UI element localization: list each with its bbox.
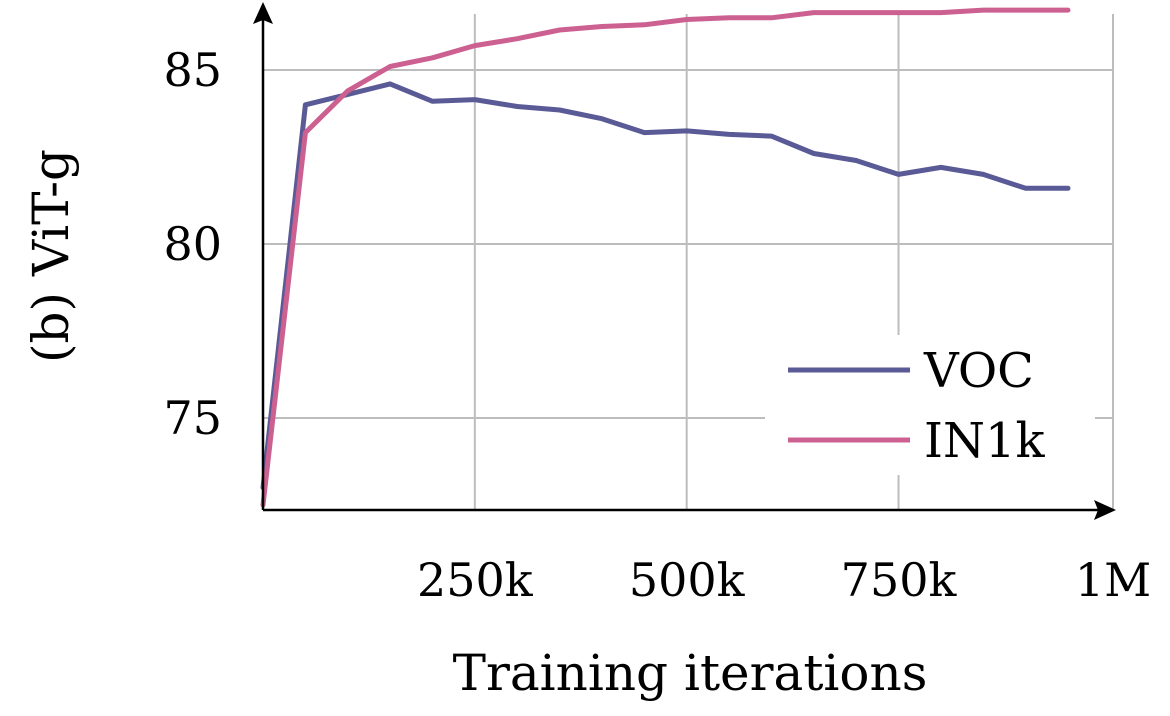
series-line-voc [260,81,1071,491]
y-tick-label: 85 [163,43,222,97]
y-tick-label: 75 [163,391,222,445]
x-tick-label: 500k [629,553,746,607]
legend: VOC IN1k [765,335,1095,475]
legend-label: IN1k [924,413,1046,469]
legend-label: VOC [923,343,1034,399]
x-axis-arrow [1094,500,1116,520]
x-tick-label: 750k [841,553,958,607]
axes [253,2,1116,520]
series-line-in1k [260,7,1071,508]
y-tick-label: 80 [163,217,222,271]
y-axis-label: (b) ViT-g [22,149,80,363]
grid [263,14,1114,510]
series-lines [260,7,1071,508]
tick-labels: 250k 500k 750k 1M 75 80 85 [163,43,1151,607]
x-tick-label: 1M [1075,553,1151,607]
x-axis-label: Training iterations [453,644,928,702]
y-axis-arrow [253,2,273,24]
x-tick-label: 250k [417,553,534,607]
legend-box [765,335,1095,475]
